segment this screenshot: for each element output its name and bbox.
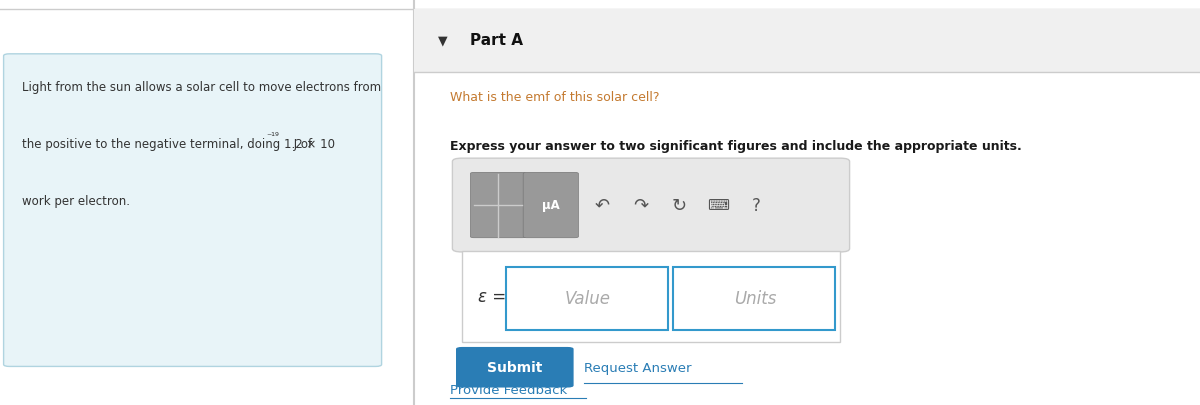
Text: work per electron.: work per electron. <box>22 194 130 207</box>
FancyBboxPatch shape <box>470 173 526 238</box>
Text: the positive to the negative terminal, doing 1.2 × 10: the positive to the negative terminal, d… <box>22 138 335 151</box>
Text: Units: Units <box>733 290 776 307</box>
Text: Part A: Part A <box>470 33 523 48</box>
FancyBboxPatch shape <box>462 251 840 342</box>
Text: ↷: ↷ <box>634 196 648 214</box>
FancyBboxPatch shape <box>523 173 578 238</box>
FancyBboxPatch shape <box>4 55 382 367</box>
Text: Express your answer to two significant figures and include the appropriate units: Express your answer to two significant f… <box>450 140 1021 153</box>
FancyBboxPatch shape <box>456 347 574 388</box>
FancyBboxPatch shape <box>506 267 668 330</box>
Text: ⁻¹⁹: ⁻¹⁹ <box>266 132 280 142</box>
Text: Request Answer: Request Answer <box>584 361 692 374</box>
Text: J of: J of <box>290 138 312 151</box>
Text: Submit: Submit <box>487 360 542 374</box>
Text: ε =: ε = <box>478 288 505 305</box>
Text: ↻: ↻ <box>672 196 686 214</box>
Text: Light from the sun allows a solar cell to move electrons from: Light from the sun allows a solar cell t… <box>22 81 380 94</box>
Bar <box>414 10 1200 73</box>
Text: ?: ? <box>751 196 761 214</box>
FancyBboxPatch shape <box>673 267 835 330</box>
Text: Value: Value <box>565 290 611 307</box>
Text: Provide Feedback: Provide Feedback <box>450 383 568 396</box>
FancyBboxPatch shape <box>452 159 850 252</box>
Text: ↶: ↶ <box>595 196 610 214</box>
Text: μA: μA <box>542 199 559 212</box>
Text: ⌨: ⌨ <box>707 198 728 213</box>
Text: What is the emf of this solar cell?: What is the emf of this solar cell? <box>450 91 660 104</box>
Text: ▼: ▼ <box>438 34 448 47</box>
